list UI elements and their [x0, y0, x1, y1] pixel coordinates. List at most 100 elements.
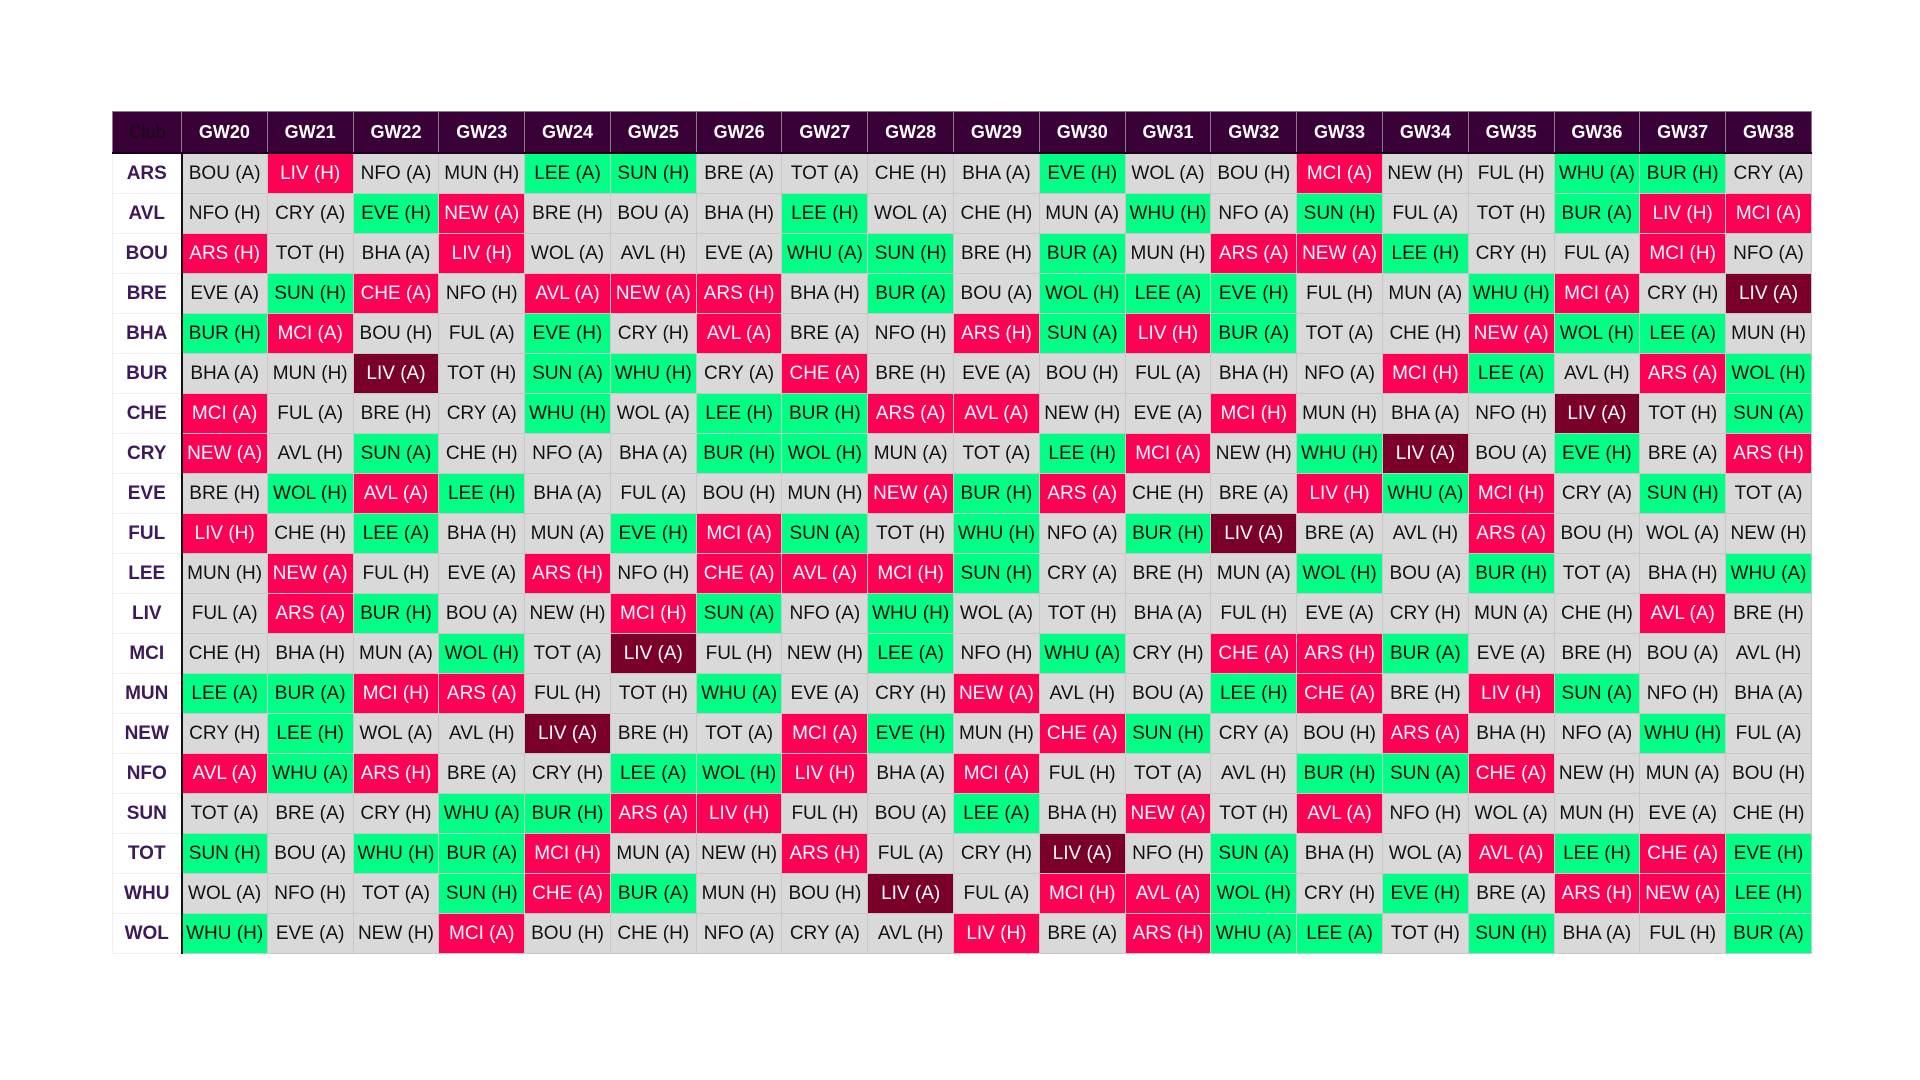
- fixture-cell-hard: ARS (A): [266, 593, 354, 634]
- fixture-cell-neutral: TOT (A): [1296, 313, 1383, 354]
- fixture-cell-neutral: CRY (A): [1553, 473, 1641, 514]
- fixture-cell-easy: EVE (H): [1553, 433, 1641, 474]
- fixture-cell-easy: WHU (A): [438, 793, 526, 834]
- fixture-cell-hard: LIV (H): [181, 513, 268, 554]
- fixture-cell-neutral: MUN (A): [1210, 553, 1298, 594]
- fixture-cell-neutral: AVL (H): [438, 713, 526, 754]
- fixture-cell-hard: ARS (A): [1210, 233, 1298, 274]
- fixture-cell-hard: CHE (A): [352, 273, 440, 314]
- fixture-cell-neutral: FUL (A): [438, 313, 526, 354]
- fixture-cell-easy: SUN (A): [1381, 753, 1469, 794]
- fixture-cell-neutral: FUL (A): [953, 873, 1040, 914]
- fixture-cell-neutral: FUL (H): [1467, 152, 1555, 194]
- fixture-cell-easy: WOL (H): [695, 753, 783, 794]
- fixture-cell-very-hard: LIV (A): [609, 633, 697, 674]
- fixture-cell-easy: LEE (H): [781, 193, 869, 234]
- fixture-cell-neutral: BRE (H): [352, 393, 440, 434]
- fixture-cell-hard: NEW (A): [1124, 793, 1212, 834]
- fixture-cell-hard: LIV (H): [1639, 193, 1727, 234]
- fixture-cell-neutral: NFO (A): [1725, 233, 1812, 274]
- fixture-cell-neutral: BHA (A): [1553, 913, 1641, 954]
- fixture-cell-easy: BUR (H): [1467, 553, 1555, 594]
- fixture-cell-easy: LEE (H): [1210, 673, 1298, 714]
- fixture-cell-easy: LEE (A): [181, 673, 268, 714]
- fixture-cell-hard: CHE (A): [1296, 673, 1383, 714]
- gameweek-header-gw31: GW31: [1124, 111, 1212, 154]
- fixture-cell-neutral: BOU (A): [867, 793, 955, 834]
- fixture-cell-hard: MCI (H): [609, 593, 697, 634]
- fixture-cell-neutral: BRE (H): [609, 713, 697, 754]
- fixture-cell-neutral: NFO (H): [953, 633, 1040, 674]
- fixture-cell-neutral: NEW (H): [1553, 753, 1641, 794]
- fixture-cell-neutral: CRY (H): [1467, 233, 1555, 274]
- fixture-cell-neutral: BOU (A): [438, 593, 526, 634]
- fixture-cell-neutral: NEW (H): [524, 593, 611, 634]
- fixture-cell-neutral: MUN (A): [1467, 593, 1555, 634]
- table-row: AVL NFO (H) CRY (A) EVE (H) NEW (A) BRE (H) BO…: [112, 193, 1812, 234]
- fixture-cell-hard: ARS (H): [1725, 433, 1812, 474]
- fixture-cell-neutral: CRY (A): [1210, 713, 1298, 754]
- fixture-cell-easy: LEE (H): [695, 393, 783, 434]
- fixture-cell-neutral: MUN (H): [438, 152, 526, 194]
- fixture-cell-easy: LEE (A): [524, 152, 611, 194]
- fixture-cell-neutral: BOU (H): [695, 473, 783, 514]
- fixture-cell-easy: WHU (H): [1639, 713, 1727, 754]
- fixture-cell-hard: ARS (H): [524, 553, 611, 594]
- club-name: NEW: [112, 713, 183, 754]
- fixture-cell-neutral: FUL (H): [1038, 753, 1126, 794]
- fixture-cell-neutral: WOL (A): [1639, 513, 1727, 554]
- fixture-cell-easy: SUN (H): [1124, 713, 1212, 754]
- fixture-cell-neutral: AVL (H): [266, 433, 354, 474]
- fixture-cell-neutral: BHA (H): [1296, 833, 1383, 874]
- fixture-cell-neutral: WOL (A): [1467, 793, 1555, 834]
- fixture-cell-hard: AVL (A): [1124, 873, 1212, 914]
- table-row: ARS BOU (A) LIV (H) NFO (A) MUN (H) LEE (A) SU…: [112, 152, 1812, 194]
- gameweek-header-gw37: GW37: [1639, 111, 1727, 154]
- fixture-cell-neutral: CRY (A): [438, 393, 526, 434]
- fixture-cell-neutral: BHA (H): [1639, 553, 1727, 594]
- fixture-cell-hard: CHE (A): [781, 353, 869, 394]
- fixture-cell-neutral: MUN (A): [1381, 273, 1469, 314]
- fixture-cell-neutral: TOT (H): [1467, 193, 1555, 234]
- fixture-cell-easy: LEE (A): [352, 513, 440, 554]
- fixture-cell-hard: NEW (A): [438, 193, 526, 234]
- fixture-cell-neutral: MUN (H): [781, 473, 869, 514]
- fixture-cell-neutral: NFO (H): [266, 873, 354, 914]
- fixture-cell-neutral: WOL (A): [181, 873, 268, 914]
- fixture-cell-hard: MCI (A): [695, 513, 783, 554]
- table-row: BUR BHA (A) MUN (H) LIV (A) TOT (H) SUN (A) WH…: [112, 353, 1812, 394]
- fixture-cell-neutral: CHE (H): [867, 152, 955, 194]
- fixture-cell-hard: ARS (A): [438, 673, 526, 714]
- fixture-cell-easy: SUN (A): [1210, 833, 1298, 874]
- table-row: BHA BUR (H) MCI (A) BOU (H) FUL (A) EVE (H) CR…: [112, 313, 1812, 354]
- fixture-cell-neutral: BOU (H): [1296, 713, 1383, 754]
- gameweek-header-gw34: GW34: [1381, 111, 1469, 154]
- fixture-cell-neutral: BOU (H): [1725, 753, 1812, 794]
- fixture-cell-neutral: NEW (H): [695, 833, 783, 874]
- fixture-cell-hard: CHE (A): [1467, 753, 1555, 794]
- fixture-cell-easy: SUN (A): [781, 513, 869, 554]
- fixture-cell-neutral: NEW (H): [781, 633, 869, 674]
- fixture-cell-neutral: NFO (A): [781, 593, 869, 634]
- fixture-cell-neutral: TOT (H): [1210, 793, 1298, 834]
- fixture-cell-hard: ARS (H): [181, 233, 268, 274]
- fixture-cell-neutral: BOU (H): [352, 313, 440, 354]
- fixture-cell-easy: WHU (H): [1124, 193, 1212, 234]
- fixture-cell-neutral: NEW (H): [1210, 433, 1298, 474]
- fixture-cell-easy: WHU (H): [352, 833, 440, 874]
- fixture-cell-easy: BUR (H): [695, 433, 783, 474]
- fixture-cell-neutral: EVE (A): [781, 673, 869, 714]
- table-row: LIV FUL (A) ARS (A) BUR (H) BOU (A) NEW (H) MC…: [112, 593, 1812, 634]
- fixture-cell-easy: BUR (H): [1296, 753, 1383, 794]
- fixture-cell-neutral: MUN (H): [953, 713, 1040, 754]
- fixture-cell-hard: ARS (H): [352, 753, 440, 794]
- fixture-cell-neutral: CRY (H): [1381, 593, 1469, 634]
- fixture-cell-easy: WHU (A): [1381, 473, 1469, 514]
- fixture-cell-easy: WHU (H): [867, 593, 955, 634]
- fixture-cell-easy: WHU (A): [781, 233, 869, 274]
- table-row: CHE MCI (A) FUL (A) BRE (H) CRY (A) WHU (H) WO…: [112, 393, 1812, 434]
- fixture-cell-hard: ARS (A): [1639, 353, 1727, 394]
- club-name: LEE: [112, 553, 183, 594]
- fixture-cell-easy: EVE (H): [867, 713, 955, 754]
- fixture-cell-neutral: AVL (H): [867, 913, 955, 954]
